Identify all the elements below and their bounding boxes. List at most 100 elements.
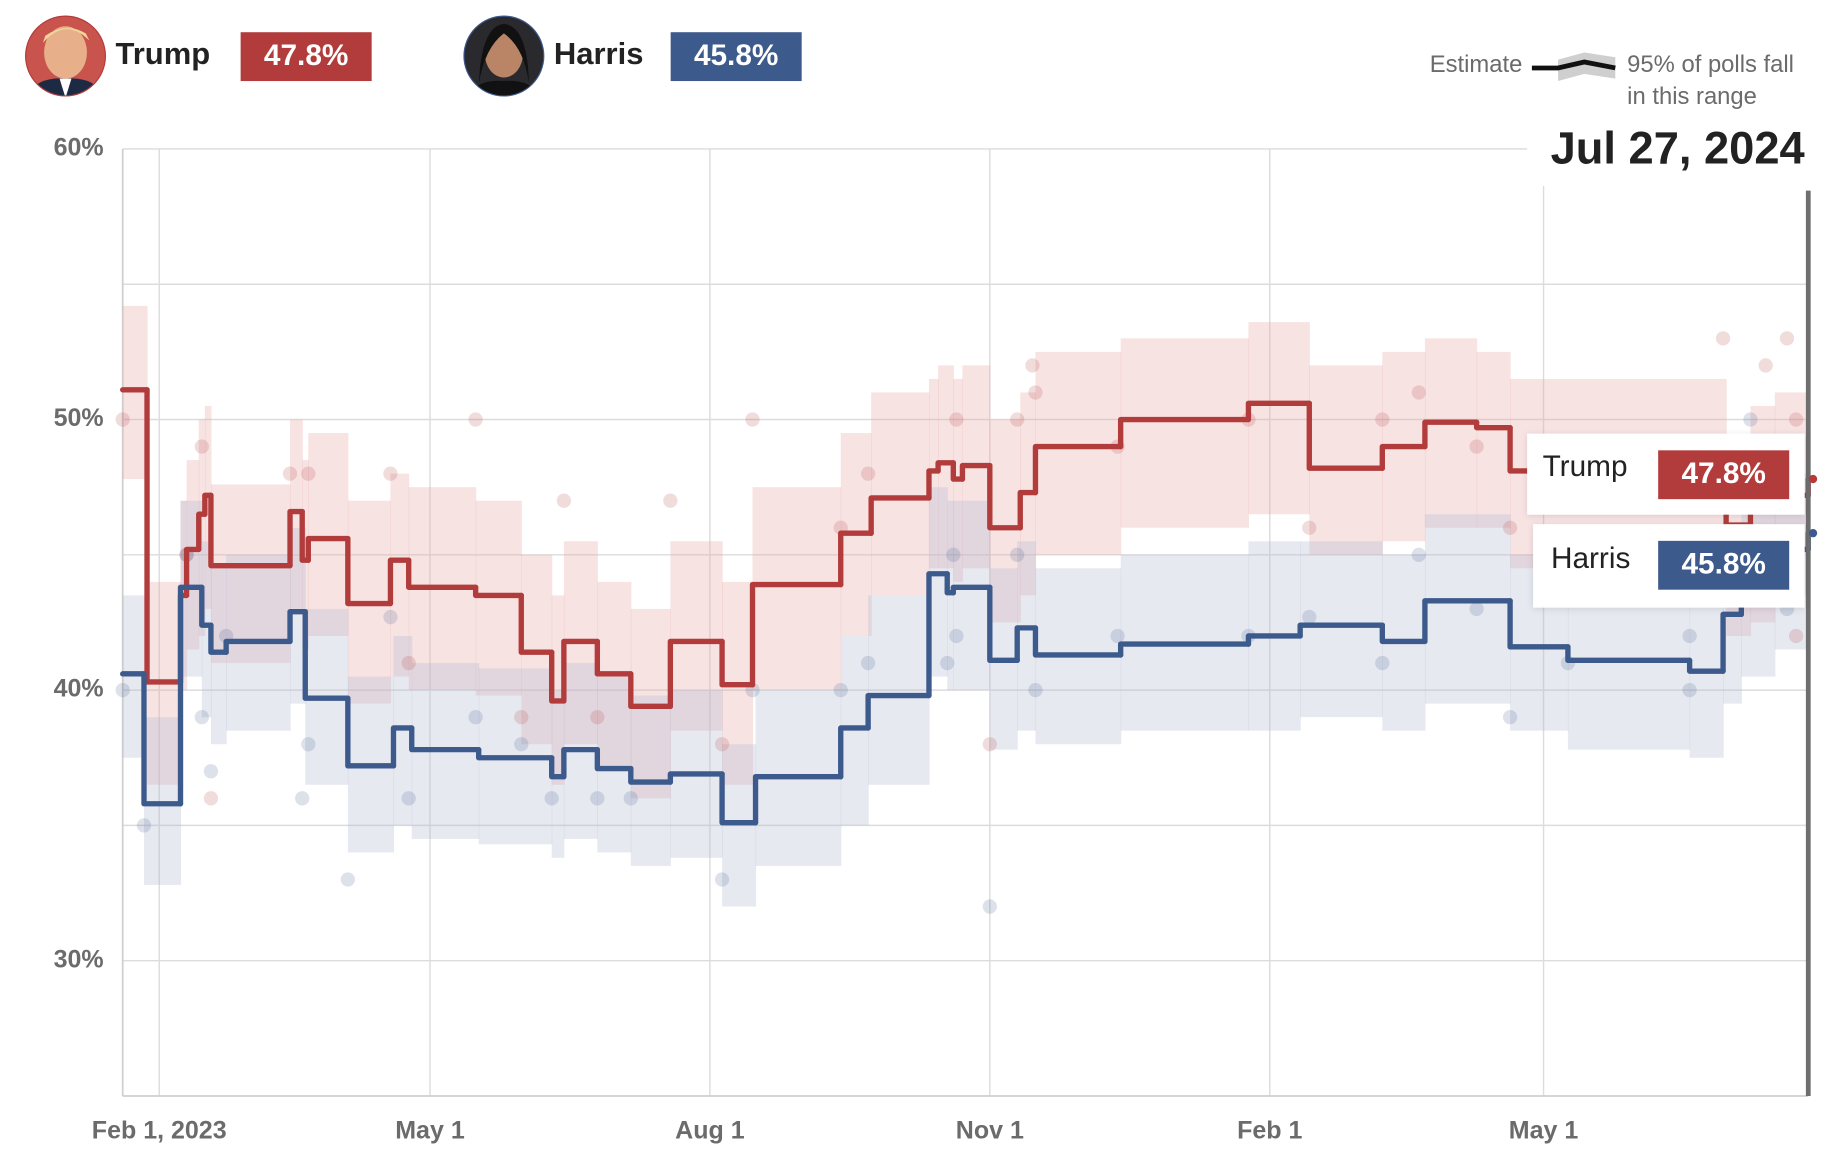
range-band <box>1309 365 1383 555</box>
y-tick-label: 30% <box>54 945 104 973</box>
estimate-step <box>223 638 293 655</box>
badge <box>1658 540 1790 590</box>
poll-dot <box>203 791 219 806</box>
poll-dot <box>745 412 760 427</box>
poll-dot <box>1502 520 1518 535</box>
poll-dot <box>1788 412 1804 427</box>
poll-dot <box>982 737 997 752</box>
y-tick-label: 40% <box>54 675 104 703</box>
poll-dot <box>194 710 209 725</box>
estimate-step <box>838 725 871 780</box>
estimate-step <box>549 755 567 780</box>
end-dot <box>1808 528 1818 538</box>
range-band <box>122 595 145 758</box>
x-tick-label: May 1 <box>395 1116 465 1144</box>
y-tick-label: 50% <box>54 404 104 432</box>
badge <box>670 32 802 82</box>
end-dots <box>1808 474 1818 538</box>
end-label-name: Trump <box>1543 450 1628 483</box>
range-band <box>393 635 413 826</box>
poll-dot <box>383 609 398 625</box>
estimate-step <box>719 771 759 826</box>
poll-dot <box>1028 385 1043 400</box>
poll-dot <box>1110 628 1125 644</box>
poll-dot <box>115 412 130 427</box>
poll-dot <box>1469 601 1484 617</box>
poll-dot <box>860 466 876 481</box>
estimate-step <box>628 671 674 710</box>
range-band <box>186 460 200 650</box>
poll-dot <box>1411 547 1426 562</box>
range-band <box>1424 514 1511 704</box>
poll-dot <box>401 791 416 806</box>
estimate-step <box>1032 625 1124 658</box>
range-band <box>1120 338 1250 528</box>
poll-dot <box>514 710 529 725</box>
estimate-step <box>868 495 932 536</box>
range-band <box>1476 351 1511 528</box>
poll-dot <box>946 547 961 562</box>
poll-dot <box>544 791 559 806</box>
badge-value: 47.8% <box>264 39 348 72</box>
poll-dot <box>514 737 529 752</box>
poll-dot <box>1375 655 1390 671</box>
estimate-step <box>387 557 412 607</box>
estimate-step <box>345 695 397 769</box>
estimate-step <box>345 535 394 607</box>
badge <box>240 32 372 82</box>
legend-label: 95% of polls fall <box>1627 51 1794 78</box>
range-band <box>1248 322 1310 515</box>
candidate-name: Trump <box>116 36 211 71</box>
range-band <box>722 744 757 907</box>
estimate-step <box>749 581 844 688</box>
poll-dot <box>714 872 730 887</box>
range-band <box>1300 541 1383 718</box>
x-tick-label: May 1 <box>1509 1116 1579 1144</box>
poll-dot <box>1743 412 1758 427</box>
poll-dot <box>1411 385 1426 400</box>
date-bg <box>1527 131 1814 186</box>
poll-dot <box>1502 710 1518 725</box>
poll-dot <box>383 466 398 481</box>
estimate-step <box>926 571 950 699</box>
poll-dot <box>982 899 997 914</box>
estimate-step <box>1117 416 1252 450</box>
range-band <box>1017 541 1037 731</box>
estimate-step <box>1379 443 1428 471</box>
poll-dot <box>340 872 355 887</box>
estimate-step <box>935 460 956 474</box>
range-band <box>928 378 939 569</box>
estimate-step <box>1379 622 1428 645</box>
x-tick-label: Feb 1, 2023 <box>92 1116 227 1144</box>
badge <box>1658 450 1790 500</box>
grid: 30% 40% 50% 60% Feb 1, 2023 May 1 Aug 1 Nov 1 Fe… <box>54 134 1809 1144</box>
estimate-step <box>1245 400 1312 423</box>
estimate-step <box>199 584 214 628</box>
estimate-step <box>409 725 482 753</box>
estimate-step <box>926 468 941 501</box>
estimate-step <box>1422 598 1513 645</box>
poll-dot <box>136 818 152 833</box>
poll-dot <box>1788 628 1804 644</box>
estimate-step <box>549 649 567 704</box>
legend-band <box>1558 52 1616 82</box>
range-band <box>868 595 930 785</box>
estimate-step <box>950 584 993 596</box>
estimate-step <box>1306 400 1385 471</box>
estimate-step <box>594 746 634 772</box>
range-band <box>752 487 842 691</box>
poll-dot <box>282 466 298 481</box>
candidate-name: Harris <box>554 36 644 71</box>
legend-line <box>1531 59 1616 71</box>
estimate-step <box>959 462 993 482</box>
range-band <box>630 608 671 799</box>
poll-dot <box>1302 609 1317 625</box>
estimate-step <box>287 608 308 645</box>
lines <box>120 387 1811 826</box>
poll-dot <box>194 439 209 454</box>
date-label: Jul 27, 2024 <box>1551 122 1805 173</box>
badge-value: 45.8% <box>694 39 778 72</box>
range-band <box>597 676 632 853</box>
poll-dot <box>468 412 483 427</box>
